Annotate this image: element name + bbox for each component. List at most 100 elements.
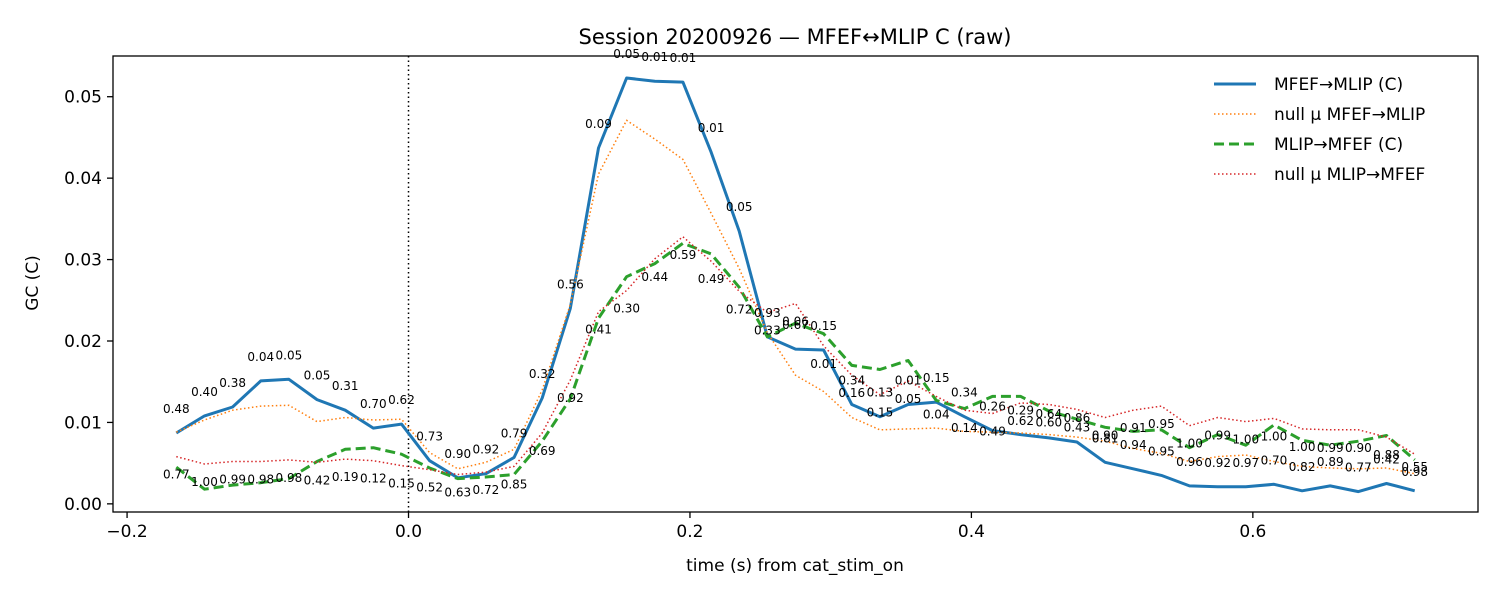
pvalue-label: 0.90 [1345,441,1372,455]
pvalue-label: 0.48 [163,402,190,416]
legend-label-1: MFEF→MLIP (C) [1274,75,1403,95]
pvalue-label: 0.81 [1092,431,1119,445]
pvalue-label: 0.42 [1373,453,1400,467]
pvalue-label: 1.00 [1261,429,1288,443]
x-tick-label: −0.2 [106,522,147,542]
x-axis-label: time (s) from cat_stim_on [686,556,904,576]
pvalue-label: 0.01 [810,357,837,371]
pvalue-label: 0.32 [529,367,556,381]
pvalue-label: 1.00 [1232,433,1259,447]
pvalue-label: 0.88 [1373,448,1400,462]
pvalue-label: 0.73 [416,430,443,444]
pvalue-label: 0.19 [332,470,359,484]
plot-area: 0.480.400.380.04 0.050.050.310.70 0.620.73… [64,47,1479,542]
pvalue-label: 0.15 [923,371,950,385]
pvalue-label: 0.31 [332,379,359,393]
pvalue-label: 0.05 [895,392,922,406]
pvalue-label: 0.82 [1289,460,1316,474]
pvalue-label: 0.15 [810,319,837,333]
pvalue-label: 0.72 [726,302,753,316]
pvalue-label: 0.29 [1007,404,1034,418]
y-tick-label: 0.05 [64,88,102,108]
pvalue-label: 0.41 [585,323,612,337]
chart-title: Session 20200926 — MFEF↔MLIP C (raw) [579,25,1012,49]
pvalue-label: 0.05 [613,47,640,61]
pvalue-label: 0.92 [557,391,584,405]
pvalue-label: 1.00 [191,475,218,489]
pvalue-label: 0.99 [1317,441,1344,455]
pvalue-label: 0.49 [979,424,1006,438]
pvalue-label: 0.63 [444,486,471,500]
pvalue-label: 0.99 [219,473,246,487]
pvalue-label: 0.62 [1007,414,1034,428]
pvalue-label: 1.00 [1289,440,1316,454]
pvalue-label: 0.94 [1120,438,1147,452]
pvalue-label: 0.52 [416,481,443,495]
pvalue-label: 0.49 [698,272,725,286]
pvalue-label: 0.59 [670,248,697,262]
pvalue-label: 0.09 [585,117,612,131]
pvalue-label: 0.95 [1148,417,1175,431]
pvalue-label: 0.92 [1204,456,1231,470]
legend-label-4: null μ MLIP→MFEF [1274,165,1425,185]
pvalue-label: 0.90 [444,447,471,461]
y-tick-label: 0.04 [64,169,102,189]
pvalue-label: 0.01 [895,374,922,388]
pvalue-label: 0.77 [1345,461,1372,475]
pvalue-label: 0.92 [473,443,500,457]
pvalue-label: 0.77 [163,468,190,482]
pvalue-label: 0.67 [782,318,809,332]
x-tick-label: 0.0 [395,522,422,542]
pvalue-label: 0.70 [1261,453,1288,467]
pvalue-label: 0.98 [276,471,303,485]
pvalue-label: 0.01 [698,121,725,135]
series-line-2 [176,119,1415,475]
pvalue-label: 0.34 [838,374,865,388]
pvalue-label: 0.14 [951,421,978,435]
pvalue-label: 1.00 [1176,437,1203,451]
y-tick-label: 0.01 [64,413,102,433]
pvalue-label: 0.70 [360,397,387,411]
pvalue-label: 0.90 [1092,429,1119,443]
legend-label-3: MLIP→MFEF (C) [1274,135,1403,155]
pvalue-label: 0.15 [867,406,894,420]
pvalue-label: 0.60 [1035,416,1062,430]
pvalue-label: 0.05 [726,200,753,214]
x-tick-label: 0.6 [1239,522,1266,542]
pvalue-label: 0.05 [304,369,331,383]
pvalue-label: 0.99 [1204,429,1231,443]
pvalue-label: 0.86 [1064,411,1091,425]
pvalue-label: 0.93 [754,306,781,320]
pvalue-label: 0.91 [1120,421,1147,435]
pvalue-label: 0.79 [501,426,528,440]
pvalue-label: 0.04 [923,407,950,421]
pvalue-label: 0.01 [670,51,697,65]
y-tick-label: 0.03 [64,251,102,271]
series-line-1 [175,76,1416,494]
pvalue-label: 0.30 [613,302,640,316]
pvalue-label: 0.98 [247,473,274,487]
pvalue-label: 0.95 [1148,444,1175,458]
pvalue-label: 0.96 [1176,455,1203,469]
pvalue-label: 0.06 [782,315,809,329]
pvalue-label: 0.55 [1401,460,1428,474]
pvalue-label: 0.13 [867,386,894,400]
pvalue-label: 0.85 [501,477,528,491]
pvalue-label: 0.15 [388,477,415,491]
x-tick-label: 0.2 [676,522,703,542]
x-tick-label: 0.4 [958,522,985,542]
pvalue-label: 0.72 [473,483,500,497]
pvalue-label: 0.44 [641,270,668,284]
y-tick-label: 0.02 [64,332,102,352]
pvalue-label: 0.97 [1232,456,1259,470]
pvalue-label: 0.12 [360,472,387,486]
pvalue-label: 0.40 [191,385,218,399]
pvalue-label: 0.64 [1035,407,1062,421]
legend: MFEF→MLIP (C) null μ MFEF→MLIP MLIP→MFEF (… [1214,75,1425,185]
series-line-3 [175,241,1416,491]
pvalue-label: 0.34 [951,386,978,400]
pvalue-label: 0.38 [219,376,246,390]
pvalue-label: 0.04 [247,350,274,364]
